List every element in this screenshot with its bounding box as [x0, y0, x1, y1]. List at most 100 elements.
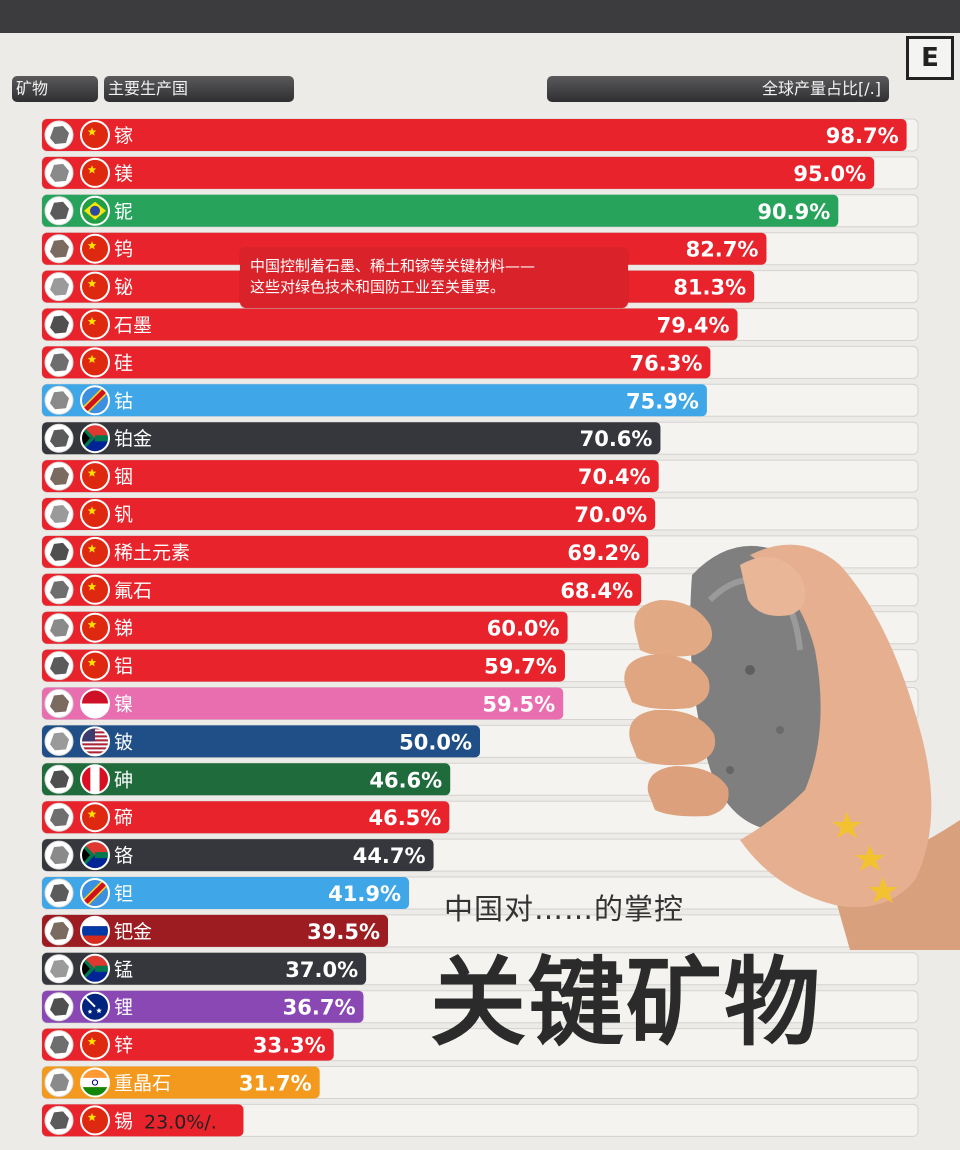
- mineral-rock-icon: [50, 277, 69, 296]
- bar: [42, 952, 367, 985]
- flag-south_africa-icon: [81, 841, 109, 870]
- value-label: 46.6%: [369, 768, 442, 792]
- mineral-name: 铂金: [114, 428, 152, 450]
- value-label: 33.3%: [253, 1034, 326, 1058]
- country-column-header: 主要生产国: [104, 76, 294, 102]
- value-label: 70.0%: [574, 503, 647, 527]
- bar: [42, 877, 410, 909]
- mineral-name: 镍: [114, 694, 133, 716]
- value-label: 36.7%: [283, 996, 356, 1020]
- value-label: 68.4%: [560, 579, 633, 603]
- value-label: 98.7%: [826, 124, 899, 148]
- value-label: 59.7%: [484, 655, 557, 679]
- bar: [42, 725, 480, 758]
- overlay-subtitle: 中国对……的掌控: [444, 892, 685, 926]
- mineral-rock-icon: [50, 353, 69, 372]
- mineral-name: 重晶石: [114, 1073, 171, 1095]
- mineral-name: 铌: [114, 201, 133, 223]
- value-label: 90.9%: [757, 200, 830, 224]
- mineral-rock-icon: [50, 542, 69, 561]
- share-column-header: 全球产量占比[/.]: [547, 76, 889, 102]
- mineral-rock-icon: [50, 921, 69, 940]
- bar: [42, 1028, 334, 1061]
- flag-indonesia-icon: [81, 689, 109, 718]
- bar-row: 锌 33.3%: [41, 1028, 919, 1062]
- mineral-rock-icon: [50, 694, 69, 713]
- mineral-name: 钨: [114, 239, 133, 261]
- mineral-rock-icon: [50, 846, 69, 865]
- bar-row: 钽 41.9%: [41, 876, 919, 910]
- value-label: 46.5%: [368, 806, 441, 830]
- value-label: 81.3%: [673, 276, 746, 300]
- bar-row: 重晶石 31.7%: [41, 1066, 919, 1099]
- bar: [42, 1066, 320, 1099]
- flag-south_africa-icon: [81, 954, 109, 983]
- flag-peru-icon: [81, 765, 109, 794]
- mineral-rock-icon: [50, 997, 69, 1016]
- overlay-title: 关键矿物: [430, 947, 822, 1059]
- mineral-rock-icon: [50, 884, 69, 902]
- mineral-name: 石墨: [114, 315, 152, 337]
- mineral-rock-icon: [50, 1111, 69, 1130]
- value-label: 79.4%: [657, 314, 730, 338]
- value-label: 39.5%: [307, 920, 380, 944]
- bar: [42, 914, 389, 947]
- bar: [42, 460, 659, 493]
- bar: [42, 839, 434, 872]
- mineral-name: 镁: [114, 163, 133, 185]
- value-label: 31.7%: [239, 1072, 312, 1096]
- mineral-name: 铍: [114, 731, 133, 753]
- bar: [42, 119, 907, 151]
- mineral-rock-icon: [50, 959, 69, 978]
- bar: [42, 649, 565, 682]
- mineral-rock-icon: [50, 429, 69, 448]
- mineral-name: 氟石: [114, 580, 152, 602]
- bar: [42, 156, 875, 189]
- bar: [42, 384, 707, 417]
- bar-row: 铌 90.9%: [41, 194, 919, 228]
- bar-row: 铂金 70.6%: [41, 421, 919, 455]
- bar-row: 石墨 79.4%: [41, 308, 919, 341]
- mineral-rock-icon: [50, 391, 69, 410]
- bar-row: 锡 23.0%/.: [41, 1103, 919, 1137]
- mineral-name: 镓: [114, 125, 133, 147]
- mineral-name: 铬: [114, 845, 133, 867]
- callout-line-1: 中国控制着石墨、稀土和镓等关键材料——: [250, 257, 536, 275]
- mineral-name: 锂: [114, 997, 133, 1019]
- value-label: 37.0%: [285, 958, 358, 982]
- mineral-rock-icon: [50, 126, 69, 144]
- flag-south_africa-icon: [81, 424, 109, 453]
- bar: [42, 194, 839, 227]
- mineral-name: 稀土元素: [114, 542, 190, 564]
- mineral-rock-icon: [50, 656, 69, 675]
- mineral-name: 钒: [114, 504, 133, 526]
- value-label: 69.2%: [567, 541, 640, 565]
- bar: [42, 801, 450, 834]
- value-label: 59.5%: [482, 693, 555, 717]
- value-label: 75.9%: [626, 389, 699, 413]
- mineral-name: 锌: [114, 1035, 133, 1057]
- mineral-name: 钯金: [114, 921, 152, 943]
- publisher-logo: E: [906, 36, 954, 80]
- flag-russia-icon: [81, 916, 109, 945]
- mineral-column-header: 矿物: [12, 76, 98, 102]
- mineral-name: 锡: [114, 1110, 133, 1132]
- mineral-rock-icon: [50, 808, 69, 827]
- mineral-name: 锰: [114, 959, 133, 981]
- value-label: 70.4%: [578, 465, 651, 489]
- value-label: 44.7%: [353, 844, 426, 868]
- mineral-rock-icon: [50, 163, 69, 182]
- bar: [42, 346, 711, 379]
- mineral-rock-icon: [50, 580, 69, 599]
- mineral-rock-icon: [50, 315, 69, 334]
- value-label: 95.0%: [793, 162, 866, 186]
- mineral-name: 锑: [114, 618, 133, 640]
- value-label: 41.9%: [328, 882, 401, 906]
- fist-holding-rock-image: [624, 544, 960, 950]
- mineral-name: 钴: [114, 390, 133, 412]
- mineral-rock-icon: [50, 201, 69, 220]
- value-label: 60.0%: [487, 617, 560, 641]
- mineral-name: 铝: [114, 656, 133, 678]
- bar: [42, 422, 661, 455]
- bar: [42, 498, 656, 530]
